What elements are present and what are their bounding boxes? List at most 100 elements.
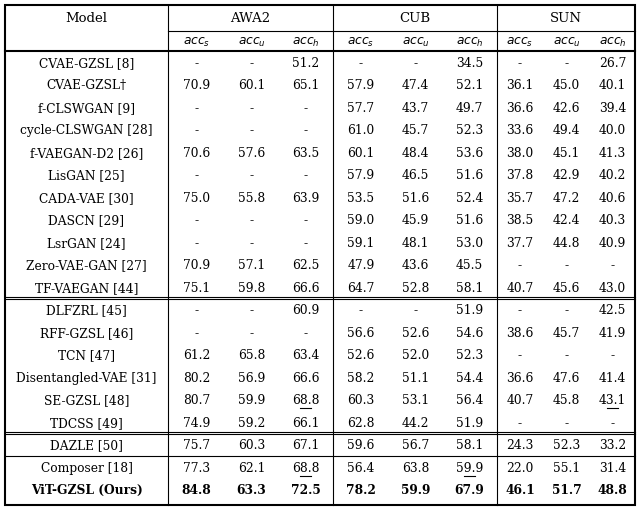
Text: 45.0: 45.0 — [553, 79, 580, 92]
Text: 52.6: 52.6 — [402, 326, 429, 339]
Text: 58.1: 58.1 — [456, 281, 483, 294]
Text: RFF-GZSL [46]: RFF-GZSL [46] — [40, 326, 133, 339]
Text: 45.7: 45.7 — [553, 326, 580, 339]
Text: -: - — [518, 416, 522, 429]
Text: DASCN [29]: DASCN [29] — [49, 214, 125, 227]
Text: 72.5: 72.5 — [291, 484, 321, 496]
Text: 34.5: 34.5 — [456, 56, 483, 70]
Text: 68.8: 68.8 — [292, 393, 319, 407]
Text: SE-GZSL [48]: SE-GZSL [48] — [44, 393, 129, 407]
Text: -: - — [195, 326, 198, 339]
Text: $acc_s$: $acc_s$ — [348, 36, 374, 48]
Text: 42.5: 42.5 — [599, 304, 626, 317]
Text: -: - — [518, 56, 522, 70]
Text: TDCSS [49]: TDCSS [49] — [50, 416, 123, 429]
Text: -: - — [195, 214, 198, 227]
Text: 75.7: 75.7 — [183, 438, 210, 451]
Text: 63.8: 63.8 — [402, 461, 429, 474]
Text: 70.9: 70.9 — [183, 259, 210, 272]
Text: 84.8: 84.8 — [182, 484, 211, 496]
Text: -: - — [564, 349, 568, 361]
Text: 52.3: 52.3 — [553, 438, 580, 451]
Text: -: - — [195, 304, 198, 317]
Text: -: - — [303, 326, 308, 339]
Text: 37.7: 37.7 — [506, 236, 534, 249]
Text: 59.9: 59.9 — [456, 461, 483, 474]
Text: 54.6: 54.6 — [456, 326, 483, 339]
Text: ViT-GZSL (Ours): ViT-GZSL (Ours) — [31, 484, 142, 496]
Text: 40.7: 40.7 — [506, 393, 534, 407]
Text: -: - — [611, 259, 614, 272]
Text: 60.3: 60.3 — [348, 393, 374, 407]
Text: 59.8: 59.8 — [238, 281, 265, 294]
Text: 40.2: 40.2 — [599, 169, 626, 182]
Text: $acc_s$: $acc_s$ — [183, 36, 210, 48]
Text: 47.6: 47.6 — [553, 371, 580, 384]
Text: 63.9: 63.9 — [292, 191, 319, 204]
Text: 62.1: 62.1 — [238, 461, 265, 474]
Text: 75.0: 75.0 — [183, 191, 210, 204]
Text: CVAE-GZSL [8]: CVAE-GZSL [8] — [39, 56, 134, 70]
Text: 57.9: 57.9 — [348, 169, 374, 182]
Text: Zero-VAE-GAN [27]: Zero-VAE-GAN [27] — [26, 259, 147, 272]
Text: 43.0: 43.0 — [599, 281, 626, 294]
Text: 57.9: 57.9 — [348, 79, 374, 92]
Text: 22.0: 22.0 — [506, 461, 534, 474]
Text: 51.9: 51.9 — [456, 416, 483, 429]
Text: 63.3: 63.3 — [237, 484, 266, 496]
Text: f-VAEGAN-D2 [26]: f-VAEGAN-D2 [26] — [30, 147, 143, 159]
Text: 40.3: 40.3 — [599, 214, 626, 227]
Text: -: - — [250, 236, 253, 249]
Text: -: - — [611, 416, 614, 429]
Text: 67.9: 67.9 — [454, 484, 484, 496]
Text: f-CLSWGAN [9]: f-CLSWGAN [9] — [38, 102, 135, 115]
Text: 43.6: 43.6 — [402, 259, 429, 272]
Text: 51.7: 51.7 — [552, 484, 581, 496]
Text: 53.1: 53.1 — [402, 393, 429, 407]
Text: 70.9: 70.9 — [183, 79, 210, 92]
Text: 59.2: 59.2 — [238, 416, 265, 429]
Text: 36.6: 36.6 — [506, 371, 534, 384]
Text: -: - — [195, 124, 198, 137]
Text: 58.1: 58.1 — [456, 438, 483, 451]
Text: 60.3: 60.3 — [238, 438, 265, 451]
Text: 40.7: 40.7 — [506, 281, 534, 294]
Text: SUN: SUN — [550, 13, 582, 25]
Text: -: - — [518, 259, 522, 272]
Text: -: - — [413, 56, 417, 70]
Text: 52.1: 52.1 — [456, 79, 483, 92]
Text: -: - — [564, 416, 568, 429]
Text: 38.6: 38.6 — [506, 326, 534, 339]
Text: 42.4: 42.4 — [553, 214, 580, 227]
Text: 38.0: 38.0 — [506, 147, 534, 159]
Text: 51.6: 51.6 — [456, 214, 483, 227]
Text: 56.4: 56.4 — [456, 393, 483, 407]
Text: 51.9: 51.9 — [456, 304, 483, 317]
Text: 42.9: 42.9 — [553, 169, 580, 182]
Text: 56.9: 56.9 — [238, 371, 265, 384]
Text: CUB: CUB — [399, 13, 431, 25]
Text: 59.1: 59.1 — [348, 236, 374, 249]
Text: 48.1: 48.1 — [402, 236, 429, 249]
Text: 40.6: 40.6 — [599, 191, 626, 204]
Text: -: - — [413, 304, 417, 317]
Text: 53.0: 53.0 — [456, 236, 483, 249]
Text: 59.9: 59.9 — [238, 393, 265, 407]
Text: DAZLE [50]: DAZLE [50] — [50, 438, 123, 451]
Text: 26.7: 26.7 — [599, 56, 626, 70]
Text: -: - — [250, 304, 253, 317]
Text: 36.1: 36.1 — [506, 79, 534, 92]
Text: 40.0: 40.0 — [599, 124, 626, 137]
Text: $acc_h$: $acc_h$ — [456, 36, 483, 48]
Text: AWA2: AWA2 — [230, 13, 271, 25]
Text: 36.6: 36.6 — [506, 102, 534, 115]
Text: 33.6: 33.6 — [506, 124, 534, 137]
Text: 38.5: 38.5 — [506, 214, 534, 227]
Text: -: - — [564, 304, 568, 317]
Text: 48.4: 48.4 — [402, 147, 429, 159]
Text: 51.1: 51.1 — [402, 371, 429, 384]
Text: 57.7: 57.7 — [348, 102, 374, 115]
Text: LsrGAN [24]: LsrGAN [24] — [47, 236, 125, 249]
Text: 63.5: 63.5 — [292, 147, 319, 159]
Text: -: - — [564, 56, 568, 70]
